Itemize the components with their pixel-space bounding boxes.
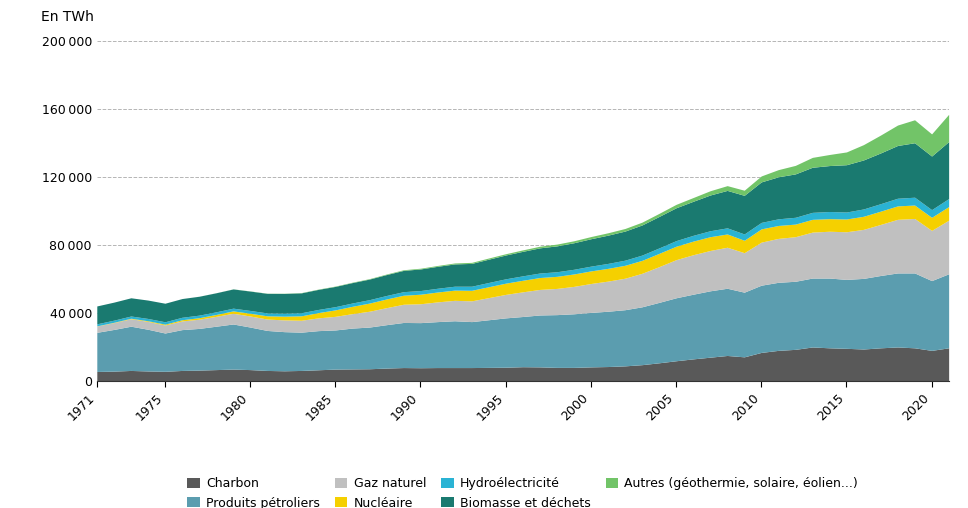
- Text: En TWh: En TWh: [42, 10, 94, 23]
- Legend: Charbon, Produits pétroliers, Gaz naturel, Nucléaire, Hydroélectricité, Biomasse: Charbon, Produits pétroliers, Gaz nature…: [182, 472, 863, 508]
